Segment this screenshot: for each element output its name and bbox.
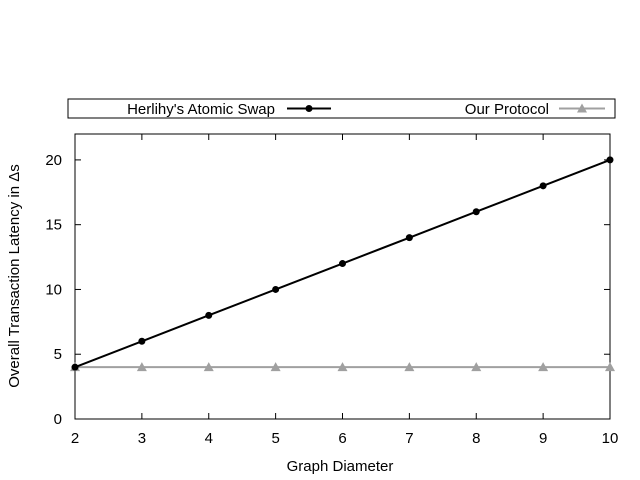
data-point: [337, 362, 348, 372]
legend-sample-series-1: [287, 105, 331, 112]
x-tick-label: 8: [472, 430, 480, 447]
data-point: [272, 285, 280, 293]
data-point: [404, 362, 415, 372]
data-point: [71, 363, 79, 371]
y-axis-label: Overall Transaction Latency in Δs: [6, 164, 23, 387]
legend-sample-series-2: [559, 103, 605, 113]
data-point: [471, 362, 482, 372]
data-point: [270, 362, 281, 372]
x-tick-label: 4: [205, 430, 213, 447]
series-layer: [70, 156, 615, 372]
series-1: [71, 156, 614, 371]
x-tick-label: 7: [405, 430, 413, 447]
y-axis: 0 5 10 15 20: [45, 152, 610, 428]
data-point: [538, 362, 549, 372]
legend-label-series-1: Herlihy's Atomic Swap: [127, 101, 275, 118]
data-point: [339, 260, 346, 268]
x-axis: 2 3 4 5 6 7 8 9 10: [71, 134, 619, 447]
legend-marker: [577, 103, 587, 113]
data-point: [136, 362, 147, 372]
x-axis-label: Graph Diameter: [287, 458, 394, 475]
data-point: [539, 182, 547, 190]
legend-marker: [305, 105, 313, 112]
y-tick-label: 5: [54, 346, 62, 363]
x-tick-label: 10: [602, 430, 619, 447]
data-point: [472, 208, 480, 216]
x-tick-label: 9: [539, 430, 547, 447]
data-point: [203, 362, 214, 372]
data-point: [205, 311, 213, 319]
y-tick-label: 15: [45, 217, 62, 234]
data-point: [605, 362, 615, 372]
y-tick-label: 20: [45, 152, 62, 169]
legend-label-series-2: Our Protocol: [465, 101, 549, 118]
x-tick-label: 6: [338, 430, 346, 447]
data-point: [138, 337, 146, 345]
x-tick-label: 5: [271, 430, 279, 447]
y-tick-label: 10: [45, 281, 62, 298]
data-point: [405, 234, 413, 242]
x-tick-label: 3: [138, 430, 146, 447]
plot-frame: [74, 133, 611, 420]
series-2: [70, 362, 615, 372]
legend: Herlihy's Atomic Swap Our Protocol: [67, 98, 616, 119]
y-tick-label: 0: [54, 411, 62, 428]
data-point: [606, 156, 614, 164]
legend-frame: [67, 98, 616, 119]
x-tick-label: 2: [71, 430, 79, 447]
